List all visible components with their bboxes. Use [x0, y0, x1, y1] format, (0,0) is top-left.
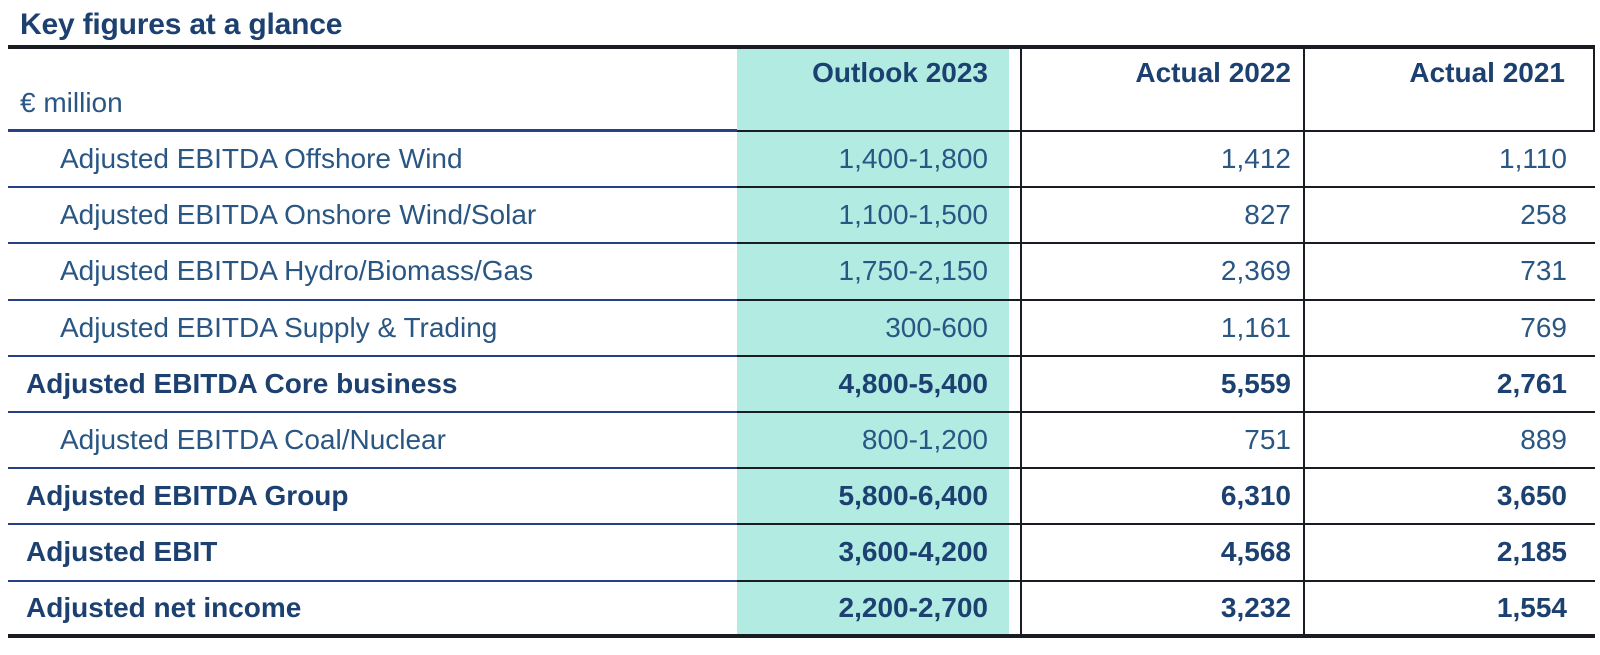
column-header-actual-2022: Actual 2022 [1022, 49, 1305, 132]
outlook-2023-value: 300-600 [737, 300, 1022, 357]
row-label: Adjusted EBITDA Hydro/Biomass/Gas [8, 244, 737, 301]
row-label: Adjusted EBITDA Supply & Trading [8, 301, 737, 357]
outlook-2023-value: 1,400-1,800 [737, 132, 1022, 189]
actual-2021-value: 731 [1305, 244, 1595, 301]
outlook-2023-value: 3,600-4,200 [737, 525, 1022, 582]
actual-2021-value: 2,185 [1305, 525, 1595, 582]
actual-2022-value: 5,559 [1022, 356, 1305, 413]
row-label: Adjusted EBITDA Group [8, 469, 737, 526]
outlook-2023-value: 2,200-2,700 [737, 581, 1022, 638]
actual-2022-value: 4,568 [1022, 525, 1305, 582]
key-figures-table: € million Outlook 2023 Actual 2022 Actua… [8, 45, 1595, 638]
page-title: Key figures at a glance [20, 8, 343, 41]
actual-2021-value: 1,554 [1305, 582, 1595, 638]
actual-2021-value: 769 [1305, 301, 1595, 357]
actual-2022-value: 2,369 [1022, 244, 1305, 301]
actual-2022-value: 6,310 [1022, 469, 1305, 526]
actual-2021-value: 258 [1305, 188, 1595, 245]
actual-2021-value: 889 [1305, 413, 1595, 470]
row-label: Adjusted EBITDA Onshore Wind/Solar [8, 188, 737, 245]
actual-2022-value: 3,232 [1022, 581, 1305, 638]
actual-2021-value: 1,110 [1305, 132, 1595, 189]
row-label: Adjusted EBITDA Core business [8, 357, 737, 413]
actual-2022-value: 751 [1022, 412, 1305, 470]
actual-2022-value: 827 [1022, 188, 1305, 245]
outlook-2023-value: 4,800-5,400 [737, 356, 1022, 413]
outlook-2023-value: 800-1,200 [737, 412, 1022, 470]
actual-2021-value: 2,761 [1305, 357, 1595, 413]
row-label: Adjusted net income [8, 582, 737, 638]
outlook-2023-value: 1,750-2,150 [737, 244, 1022, 301]
row-label: Adjusted EBITDA Coal/Nuclear [8, 413, 737, 470]
actual-2022-value: 1,412 [1022, 132, 1305, 189]
table-top-rule [8, 45, 1595, 49]
actual-2022-value: 1,161 [1022, 300, 1305, 357]
outlook-2023-value: 5,800-6,400 [737, 469, 1022, 526]
outlook-2023-value: 1,100-1,500 [737, 188, 1022, 245]
unit-label: € million [8, 49, 737, 132]
row-label: Adjusted EBITDA Offshore Wind [8, 132, 737, 189]
column-header-actual-2021: Actual 2021 [1305, 49, 1595, 132]
table-grid: € million Outlook 2023 Actual 2022 Actua… [8, 49, 1595, 638]
actual-2021-value: 3,650 [1305, 469, 1595, 526]
column-header-outlook-2023: Outlook 2023 [737, 49, 1022, 132]
row-label: Adjusted EBIT [8, 525, 737, 582]
